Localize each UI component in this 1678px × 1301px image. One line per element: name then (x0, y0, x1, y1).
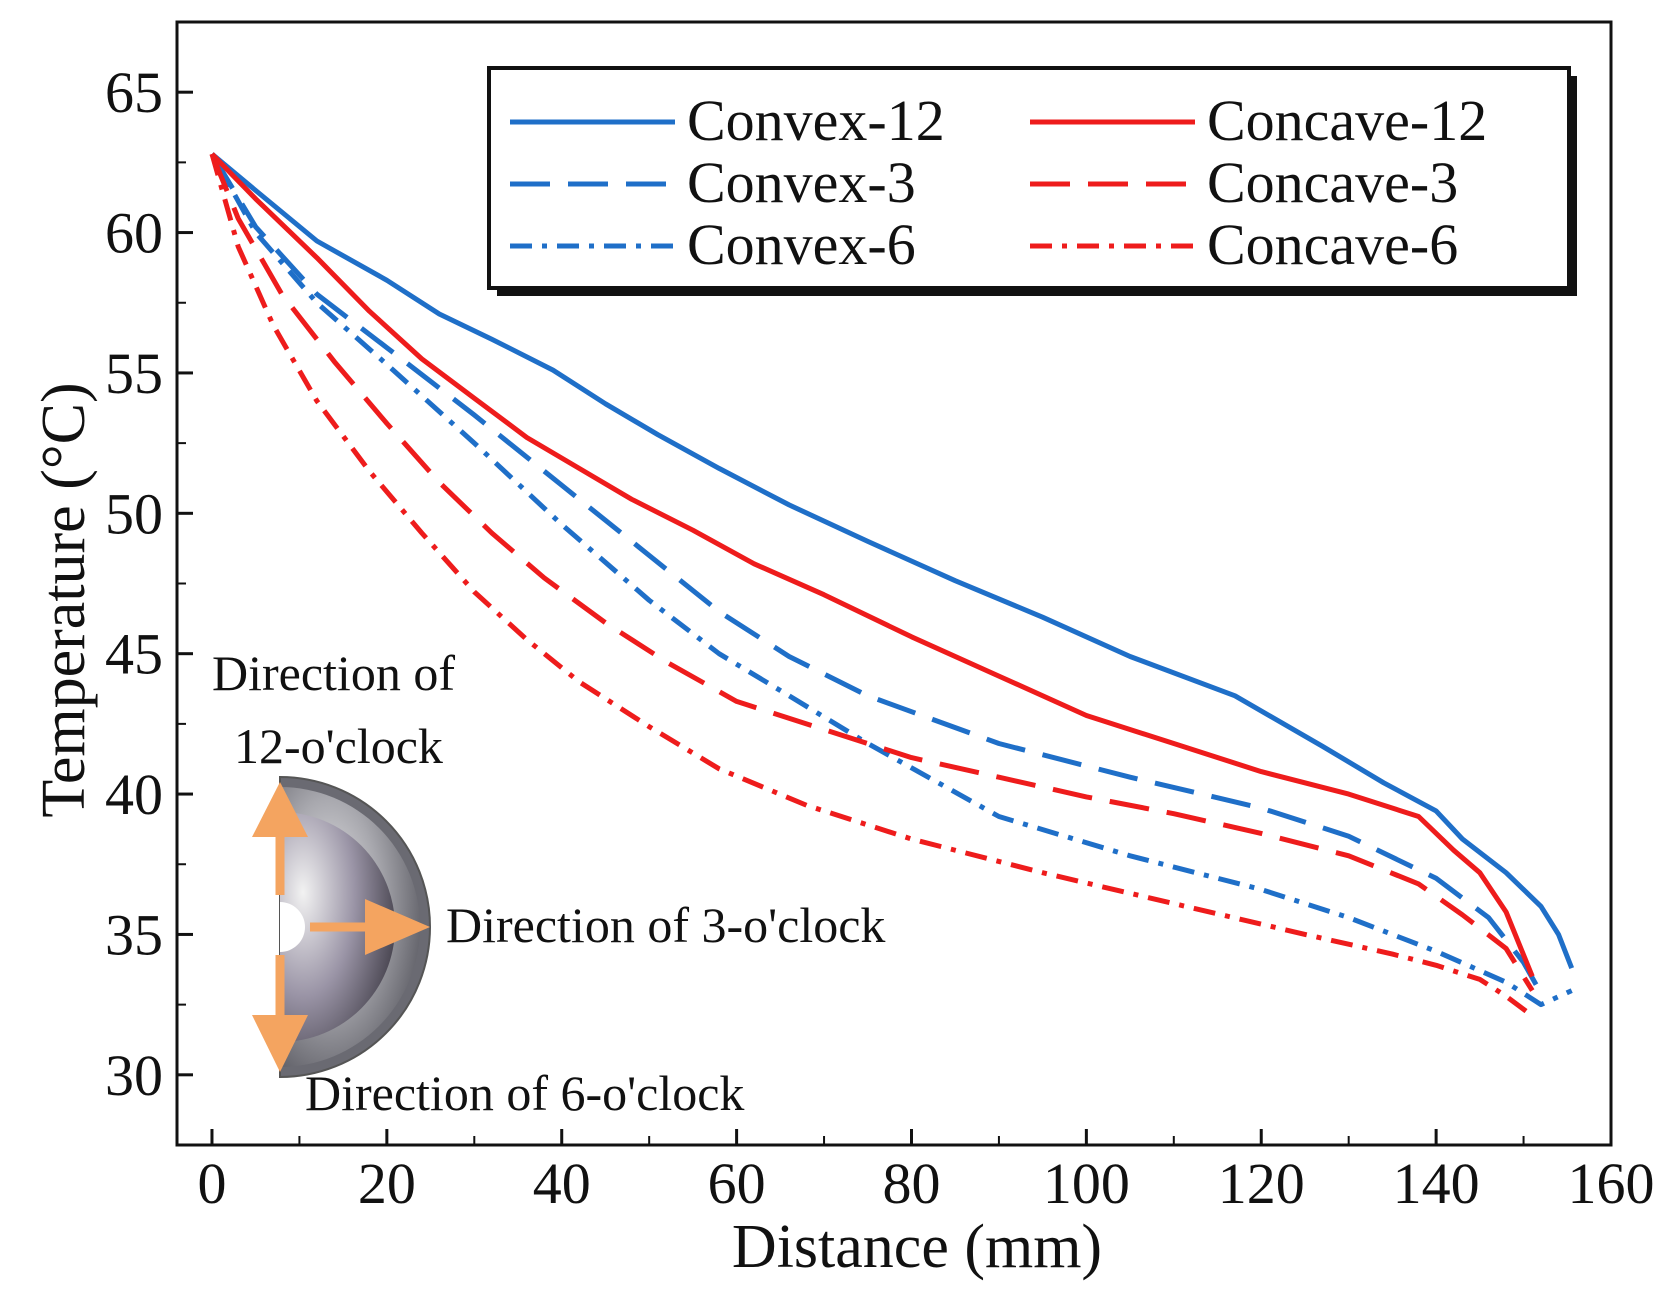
direction-diagram: Direction of 12-o'clock Direction of 3-o… (212, 645, 885, 1121)
y-tick-label-30: 30 (105, 1043, 163, 1108)
legend-label-convex-3: Convex-3 (687, 150, 916, 215)
annotation-3: Direction of 3-o'clock (446, 897, 885, 953)
x-tick-label-120: 120 (1218, 1151, 1305, 1216)
legend-label-concave-12: Concave-12 (1207, 88, 1487, 153)
x-tick-label-20: 20 (358, 1151, 416, 1216)
y-tick-label-65: 65 (105, 60, 163, 125)
legend-label-convex-12: Convex-12 (687, 88, 945, 153)
x-tick-label-100: 100 (1043, 1151, 1130, 1216)
arrow-3-oclock-head (365, 899, 430, 955)
y-axis-title: Temperature (°C) (30, 382, 98, 817)
series-layer (209, 152, 1575, 1018)
y-tick-label-55: 55 (105, 341, 163, 406)
x-tick-label-140: 140 (1393, 1151, 1480, 1216)
x-axis-title: Distance (mm) (732, 1213, 1102, 1281)
series-line-convex-12 (210, 152, 1575, 970)
series-line-concave-6 (209, 153, 1534, 1018)
x-tick-label-0: 0 (197, 1151, 226, 1216)
x-tick-label-80: 80 (882, 1151, 940, 1216)
series-line-convex-3 (209, 152, 1544, 995)
y-tick-label-45: 45 (105, 622, 163, 687)
series-line-concave-12 (210, 152, 1535, 978)
x-axis-ticks: 0 20 40 60 80 100 120 140 160 (197, 1129, 1655, 1216)
series-line-convex-6 (209, 152, 1573, 1008)
y-tick-label-60: 60 (105, 201, 163, 266)
legend-label-concave-6: Concave-6 (1207, 212, 1458, 277)
y-axis-ticks: 30 35 40 45 50 55 60 65 (105, 21, 193, 1146)
legend: Convex-12Convex-3Convex-6Concave-12Conca… (487, 66, 1577, 296)
x-tick-label-40: 40 (533, 1151, 591, 1216)
y-tick-label-35: 35 (105, 902, 163, 967)
x-tick-label-160: 160 (1568, 1151, 1655, 1216)
annotation-12-line2: 12-o'clock (234, 718, 443, 774)
legend-box (487, 66, 1571, 290)
y-tick-label-50: 50 (105, 481, 163, 546)
annotation-6: Direction of 6-o'clock (305, 1065, 744, 1121)
legend-label-concave-3: Concave-3 (1207, 150, 1458, 215)
x-tick-label-60: 60 (708, 1151, 766, 1216)
arrow-12-oclock-head (252, 782, 308, 837)
disc-hole (280, 902, 305, 952)
annotation-12-line1: Direction of (212, 645, 455, 701)
y-tick-label-40: 40 (105, 762, 163, 827)
arrow-6-oclock-head (252, 1015, 308, 1072)
series-line-concave-3 (209, 153, 1535, 992)
legend-label-convex-6: Convex-6 (687, 212, 916, 277)
